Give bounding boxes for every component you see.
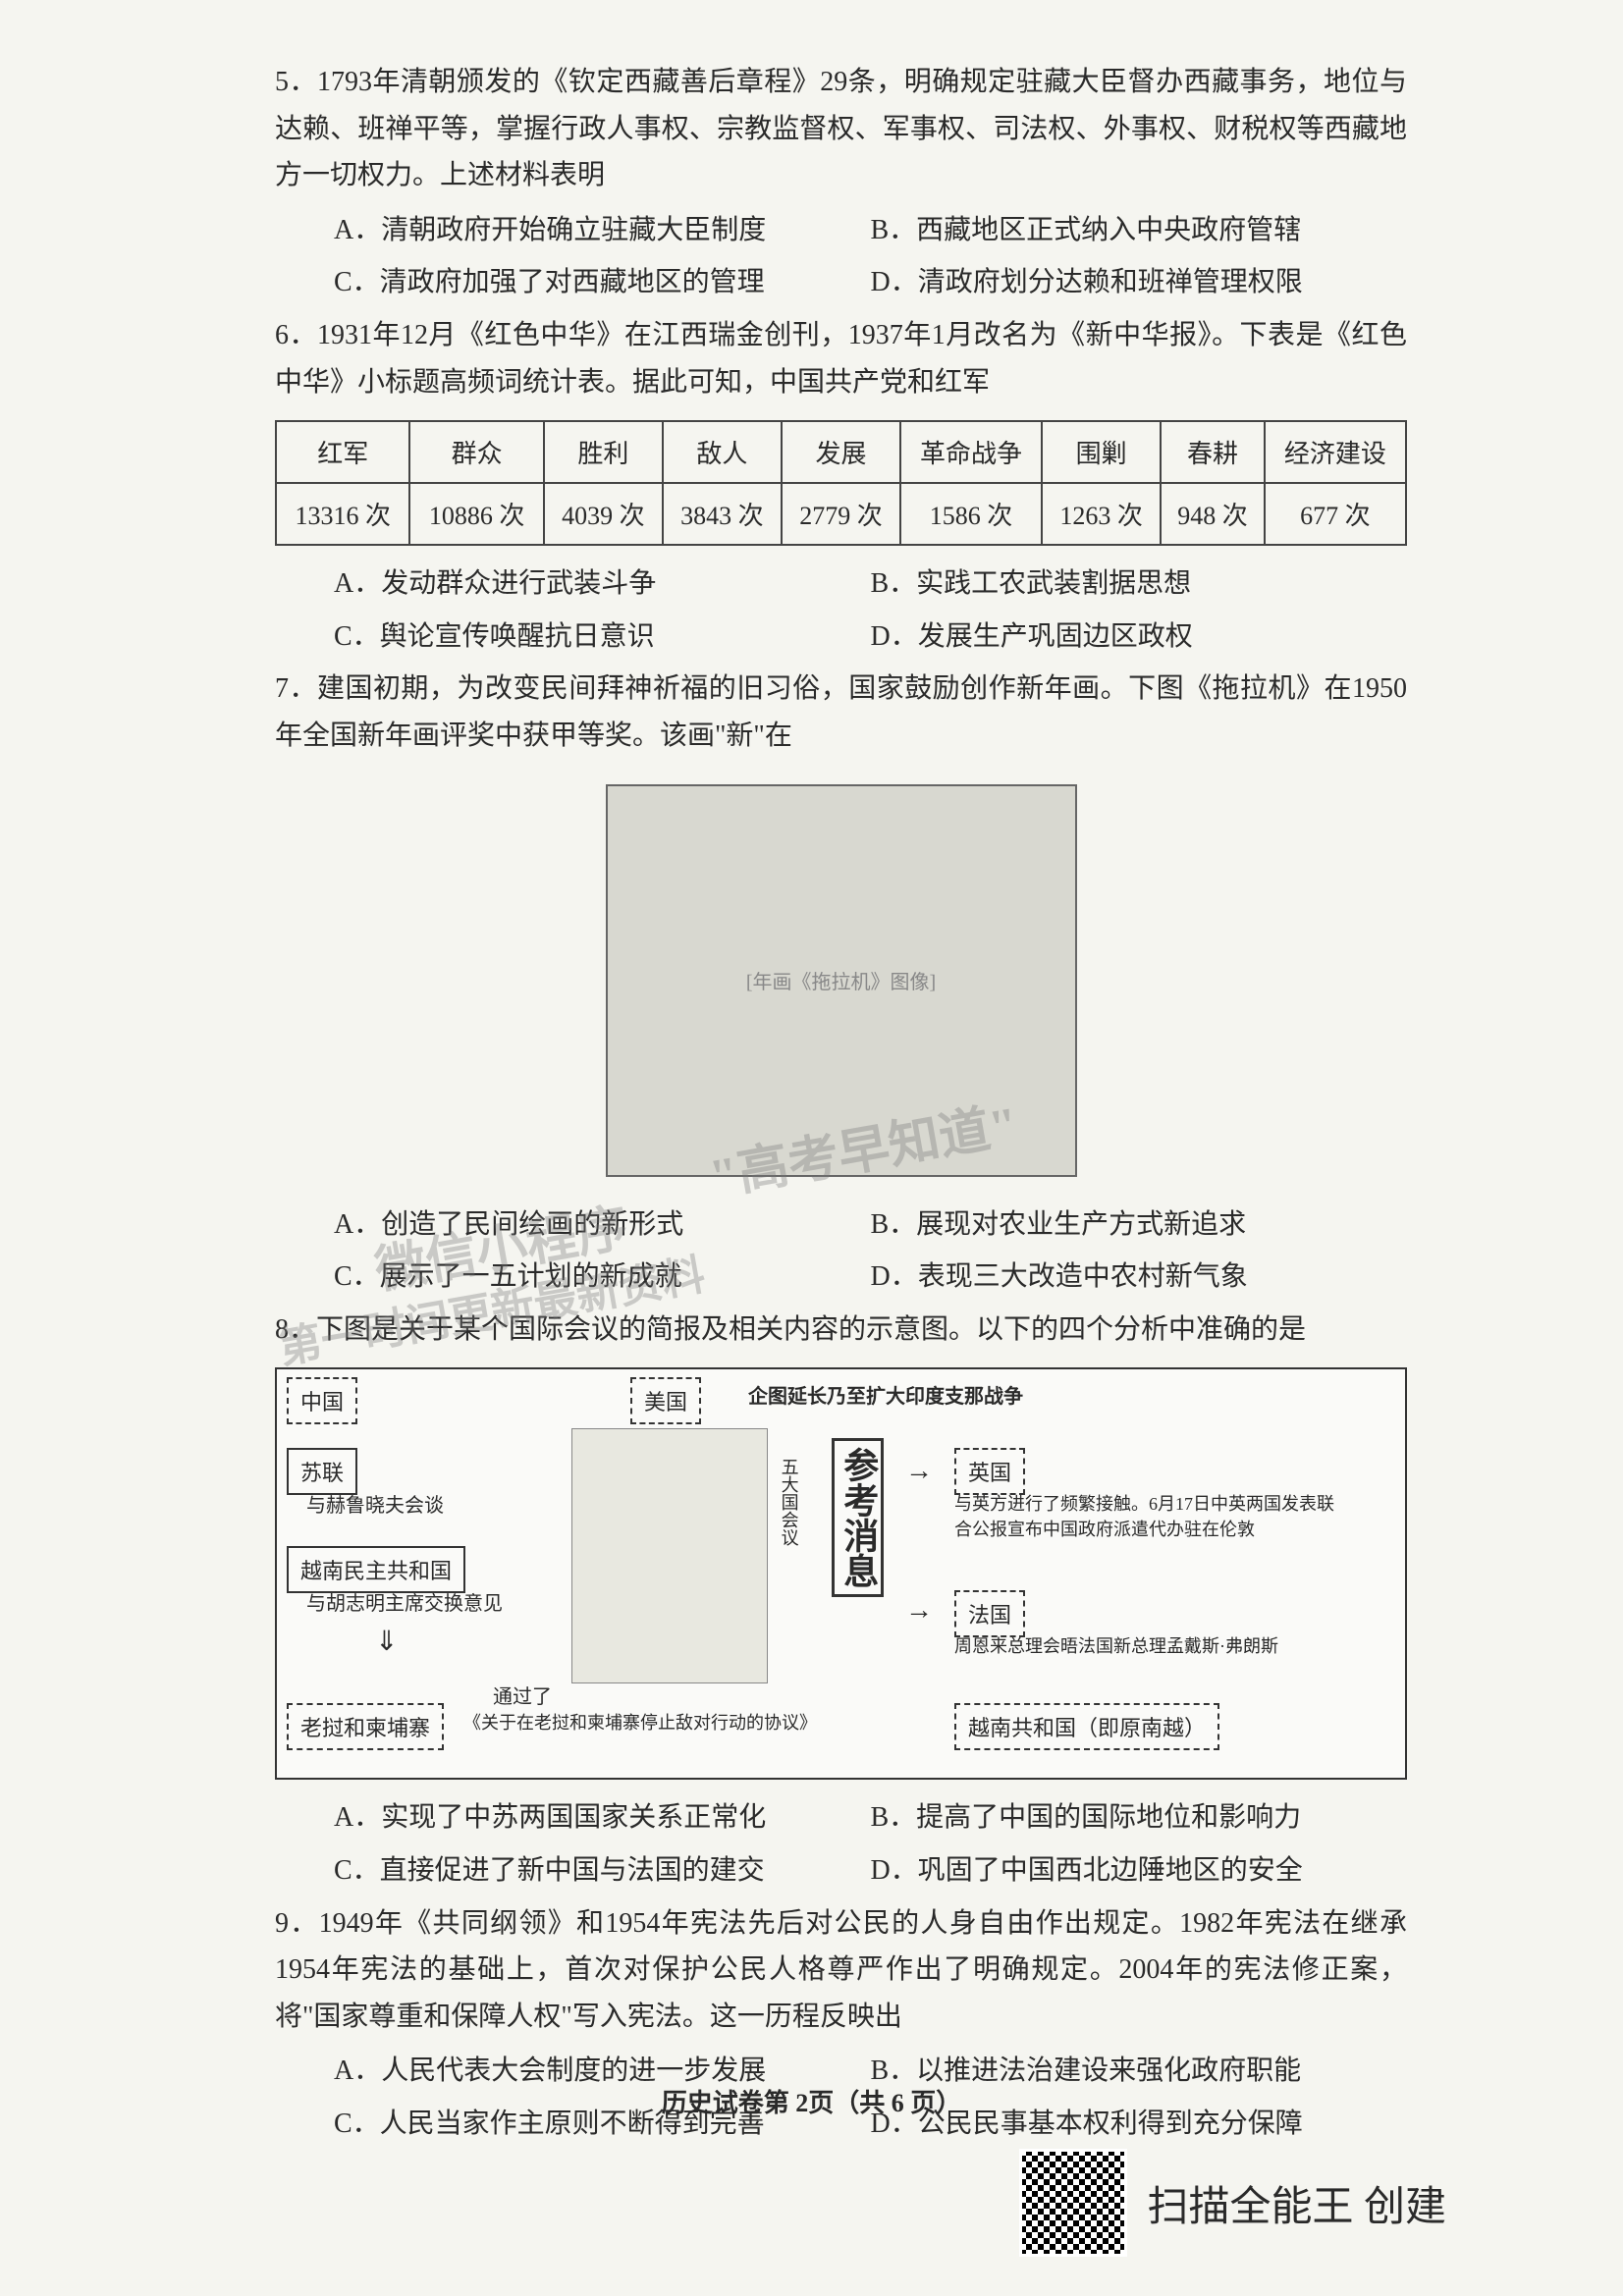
page-footer: 历史试卷第 2页（共 6 页） <box>0 2083 1623 2119</box>
table-header: 胜利 <box>544 421 663 483</box>
diagram-laos-note: 通过了 <box>493 1683 552 1711</box>
diagram-uk-note: 与英方进行了频繁接触。6月17日中英两国发表联合公报宣布中国政府派遣代办驻在伦敦 <box>954 1492 1347 1541</box>
table-header: 春耕 <box>1161 421 1265 483</box>
q7-optB: B．展现对农业生产方式新追求 <box>871 1201 1408 1249</box>
q5-options-row1: A．清朝政府开始确立驻藏大臣制度 B．西藏地区正式纳入中央政府管辖 <box>334 207 1407 254</box>
table-cell: 677 次 <box>1265 483 1406 545</box>
q7-optC: C．展示了一五计划的新成就 <box>334 1254 871 1301</box>
diagram-usa: 美国 <box>630 1377 701 1424</box>
q5-optC: C．清政府加强了对西藏地区的管理 <box>334 259 871 306</box>
qr-area: 扫描全能王 创建 <box>1019 2149 1446 2257</box>
diagram-news-title: 参考消息 <box>832 1438 884 1597</box>
table-header: 敌人 <box>663 421 782 483</box>
q5-optA: A．清朝政府开始确立驻藏大臣制度 <box>334 207 871 254</box>
qr-text: 扫描全能王 创建 <box>1147 2173 1446 2233</box>
q5-text: 5．1793年清朝颁发的《钦定西藏善后章程》29条，明确规定驻藏大臣督办西藏事务… <box>275 59 1407 199</box>
table-header: 群众 <box>409 421 543 483</box>
table-cell: 13316 次 <box>276 483 409 545</box>
q6-text: 6．1931年12月《红色中华》在江西瑞金创刊，1937年1月改名为《新中华报》… <box>275 312 1407 405</box>
q8-options-row2: C．直接促进了新中国与法国的建交 D．巩固了中国西北边陲地区的安全 <box>334 1847 1407 1895</box>
q8-optB: B．提高了中国的国际地位和影响力 <box>871 1794 1408 1842</box>
q6-options-row2: C．舆论宣传唤醒抗日意识 D．发展生产巩固边区政权 <box>334 614 1407 661</box>
table-cell: 10886 次 <box>409 483 543 545</box>
diagram-france-note: 周恩来总理会晤法国新总理孟戴斯·弗朗斯 <box>954 1634 1347 1659</box>
q6-optD: D．发展生产巩固边区政权 <box>871 614 1408 661</box>
diagram-china: 中国 <box>287 1377 357 1424</box>
q8-optD: D．巩固了中国西北边陲地区的安全 <box>871 1847 1408 1895</box>
q8-options-row1: A．实现了中苏两国国家关系正常化 B．提高了中国的国际地位和影响力 <box>334 1794 1407 1842</box>
table-header: 发展 <box>782 421 900 483</box>
diagram-vietnam: 越南民主共和国 <box>287 1546 465 1593</box>
diagram-ussr: 苏联 <box>287 1448 357 1495</box>
diagram-laos: 老挝和柬埔寨 <box>287 1703 444 1750</box>
table-header: 经济建设 <box>1265 421 1406 483</box>
q5-options-row2: C．清政府加强了对西藏地区的管理 D．清政府划分达赖和班禅管理权限 <box>334 259 1407 306</box>
diagram-laos-doc: 《关于在老挝和柬埔寨停止敌对行动的协议》 <box>463 1711 817 1735</box>
arrow-down-icon: ⇓ <box>375 1625 398 1658</box>
arrow-right-icon: → <box>905 1595 933 1627</box>
arrow-right-icon: → <box>905 1456 933 1487</box>
diagram-conf: 五大国会议 <box>778 1458 799 1546</box>
diagram-usa-note: 企图延长乃至扩大印度支那战争 <box>748 1383 1023 1411</box>
q6-options-row1: A．发动群众进行武装斗争 B．实践工农武装割据思想 <box>334 561 1407 608</box>
table-cell: 4039 次 <box>544 483 663 545</box>
q8-optA: A．实现了中苏两国国家关系正常化 <box>334 1794 871 1842</box>
table-row: 13316 次 10886 次 4039 次 3843 次 2779 次 158… <box>276 483 1406 545</box>
q7-options-row2: C．展示了一五计划的新成就 D．表现三大改造中农村新气象 <box>334 1254 1407 1301</box>
q7-optD: D．表现三大改造中农村新气象 <box>871 1254 1408 1301</box>
table-cell: 3843 次 <box>663 483 782 545</box>
diagram-vietnam-note: 与胡志明主席交换意见 <box>306 1590 503 1618</box>
q8-text: 8．下图是关于某个国际会议的简报及相关内容的示意图。以下的四个分析中准确的是 <box>275 1307 1407 1354</box>
diagram-svietnam: 越南共和国（即原南越） <box>954 1703 1219 1750</box>
q7-options-row1: A．创造了民间绘画的新形式 B．展现对农业生产方式新追求 <box>334 1201 1407 1249</box>
diagram-ussr-note: 与赫鲁晓夫会谈 <box>306 1492 444 1520</box>
table-header: 红军 <box>276 421 409 483</box>
table-row: 红军 群众 胜利 敌人 发展 革命战争 围剿 春耕 经济建设 <box>276 421 1406 483</box>
diagram-france: 法国 <box>954 1590 1025 1637</box>
q6-optA: A．发动群众进行武装斗争 <box>334 561 871 608</box>
q7-image: [年画《拖拉机》图像] <box>606 784 1077 1177</box>
table-cell: 2779 次 <box>782 483 900 545</box>
table-header: 革命战争 <box>900 421 1042 483</box>
diagram-uk: 英国 <box>954 1448 1025 1495</box>
q8-diagram: 中国 苏联 与赫鲁晓夫会谈 越南民主共和国 与胡志明主席交换意见 老挝和柬埔寨 … <box>275 1367 1407 1780</box>
q6-optB: B．实践工农武装割据思想 <box>871 561 1408 608</box>
table-cell: 948 次 <box>1161 483 1265 545</box>
q5-optB: B．西藏地区正式纳入中央政府管辖 <box>871 207 1408 254</box>
table-cell: 1586 次 <box>900 483 1042 545</box>
diagram-newspaper <box>571 1428 768 1683</box>
q8-optC: C．直接促进了新中国与法国的建交 <box>334 1847 871 1895</box>
table-cell: 1263 次 <box>1042 483 1161 545</box>
q9-text: 9．1949年《共同纲领》和1954年宪法先后对公民的人身自由作出规定。1982… <box>275 1900 1407 2041</box>
q6-optC: C．舆论宣传唤醒抗日意识 <box>334 614 871 661</box>
q6-table: 红军 群众 胜利 敌人 发展 革命战争 围剿 春耕 经济建设 13316 次 1… <box>275 420 1407 546</box>
qr-code-icon <box>1019 2149 1127 2257</box>
q7-optA: A．创造了民间绘画的新形式 <box>334 1201 871 1249</box>
q5-optD: D．清政府划分达赖和班禅管理权限 <box>871 259 1408 306</box>
table-header: 围剿 <box>1042 421 1161 483</box>
q7-text: 7．建国初期，为改变民间拜神祈福的旧习俗，国家鼓励创作新年画。下图《拖拉机》在1… <box>275 666 1407 759</box>
